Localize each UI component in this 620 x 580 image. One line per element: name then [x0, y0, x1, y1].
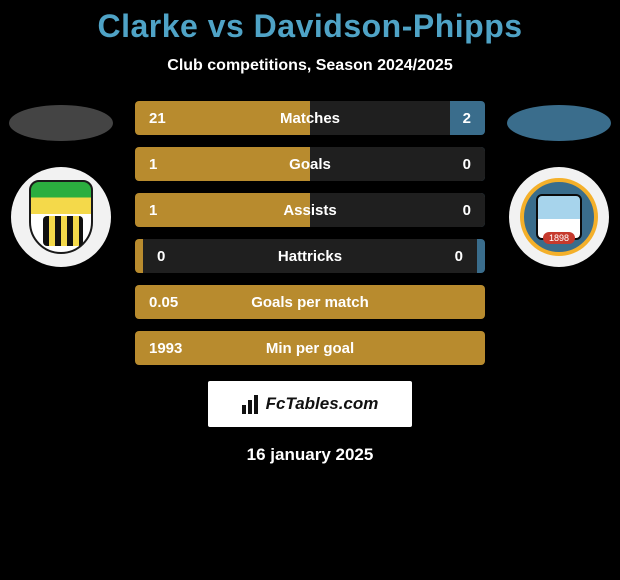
right-player-column: [504, 101, 614, 267]
stat-label: Goals: [135, 156, 485, 173]
stat-label: Min per goal: [135, 340, 485, 357]
stats-bars: 21Matches21Goals01Assists00Hattricks00.0…: [125, 101, 495, 365]
chart-icon: [242, 395, 258, 414]
stat-value-right: 0: [455, 248, 463, 265]
stat-row: 0.05Goals per match: [135, 285, 485, 319]
stat-row: 1993Min per goal: [135, 331, 485, 365]
infographic-container: Clarke vs Davidson-Phipps Club competiti…: [0, 0, 620, 465]
right-crest-sky: [536, 194, 582, 240]
right-ellipse: [507, 105, 611, 141]
stat-label: Assists: [135, 202, 485, 219]
stat-label: Matches: [135, 110, 485, 127]
date-text: 16 january 2025: [247, 445, 374, 465]
branding-text: FcTables.com: [266, 394, 379, 414]
stat-value-right: 2: [463, 110, 471, 127]
left-ellipse: [9, 105, 113, 141]
main-row: 21Matches21Goals01Assists00Hattricks00.0…: [0, 101, 620, 365]
branding-badge: FcTables.com: [208, 381, 412, 427]
stat-label: Goals per match: [135, 294, 485, 311]
stat-value-right: 0: [463, 202, 471, 219]
page-subtitle: Club competitions, Season 2024/2025: [167, 57, 452, 75]
stat-label: Hattricks: [143, 248, 477, 265]
page-title: Clarke vs Davidson-Phipps: [97, 8, 522, 45]
stat-row: 1Assists0: [135, 193, 485, 227]
right-club-crest-inner: [520, 178, 598, 256]
left-club-crest: [11, 167, 111, 267]
stat-row: 0Hattricks0: [135, 239, 485, 273]
stat-value-right: 0: [463, 156, 471, 173]
left-club-crest-inner: [29, 180, 93, 254]
stat-row: 21Matches2: [135, 101, 485, 135]
stat-row: 1Goals0: [135, 147, 485, 181]
left-player-column: [6, 101, 116, 267]
right-club-crest: [509, 167, 609, 267]
